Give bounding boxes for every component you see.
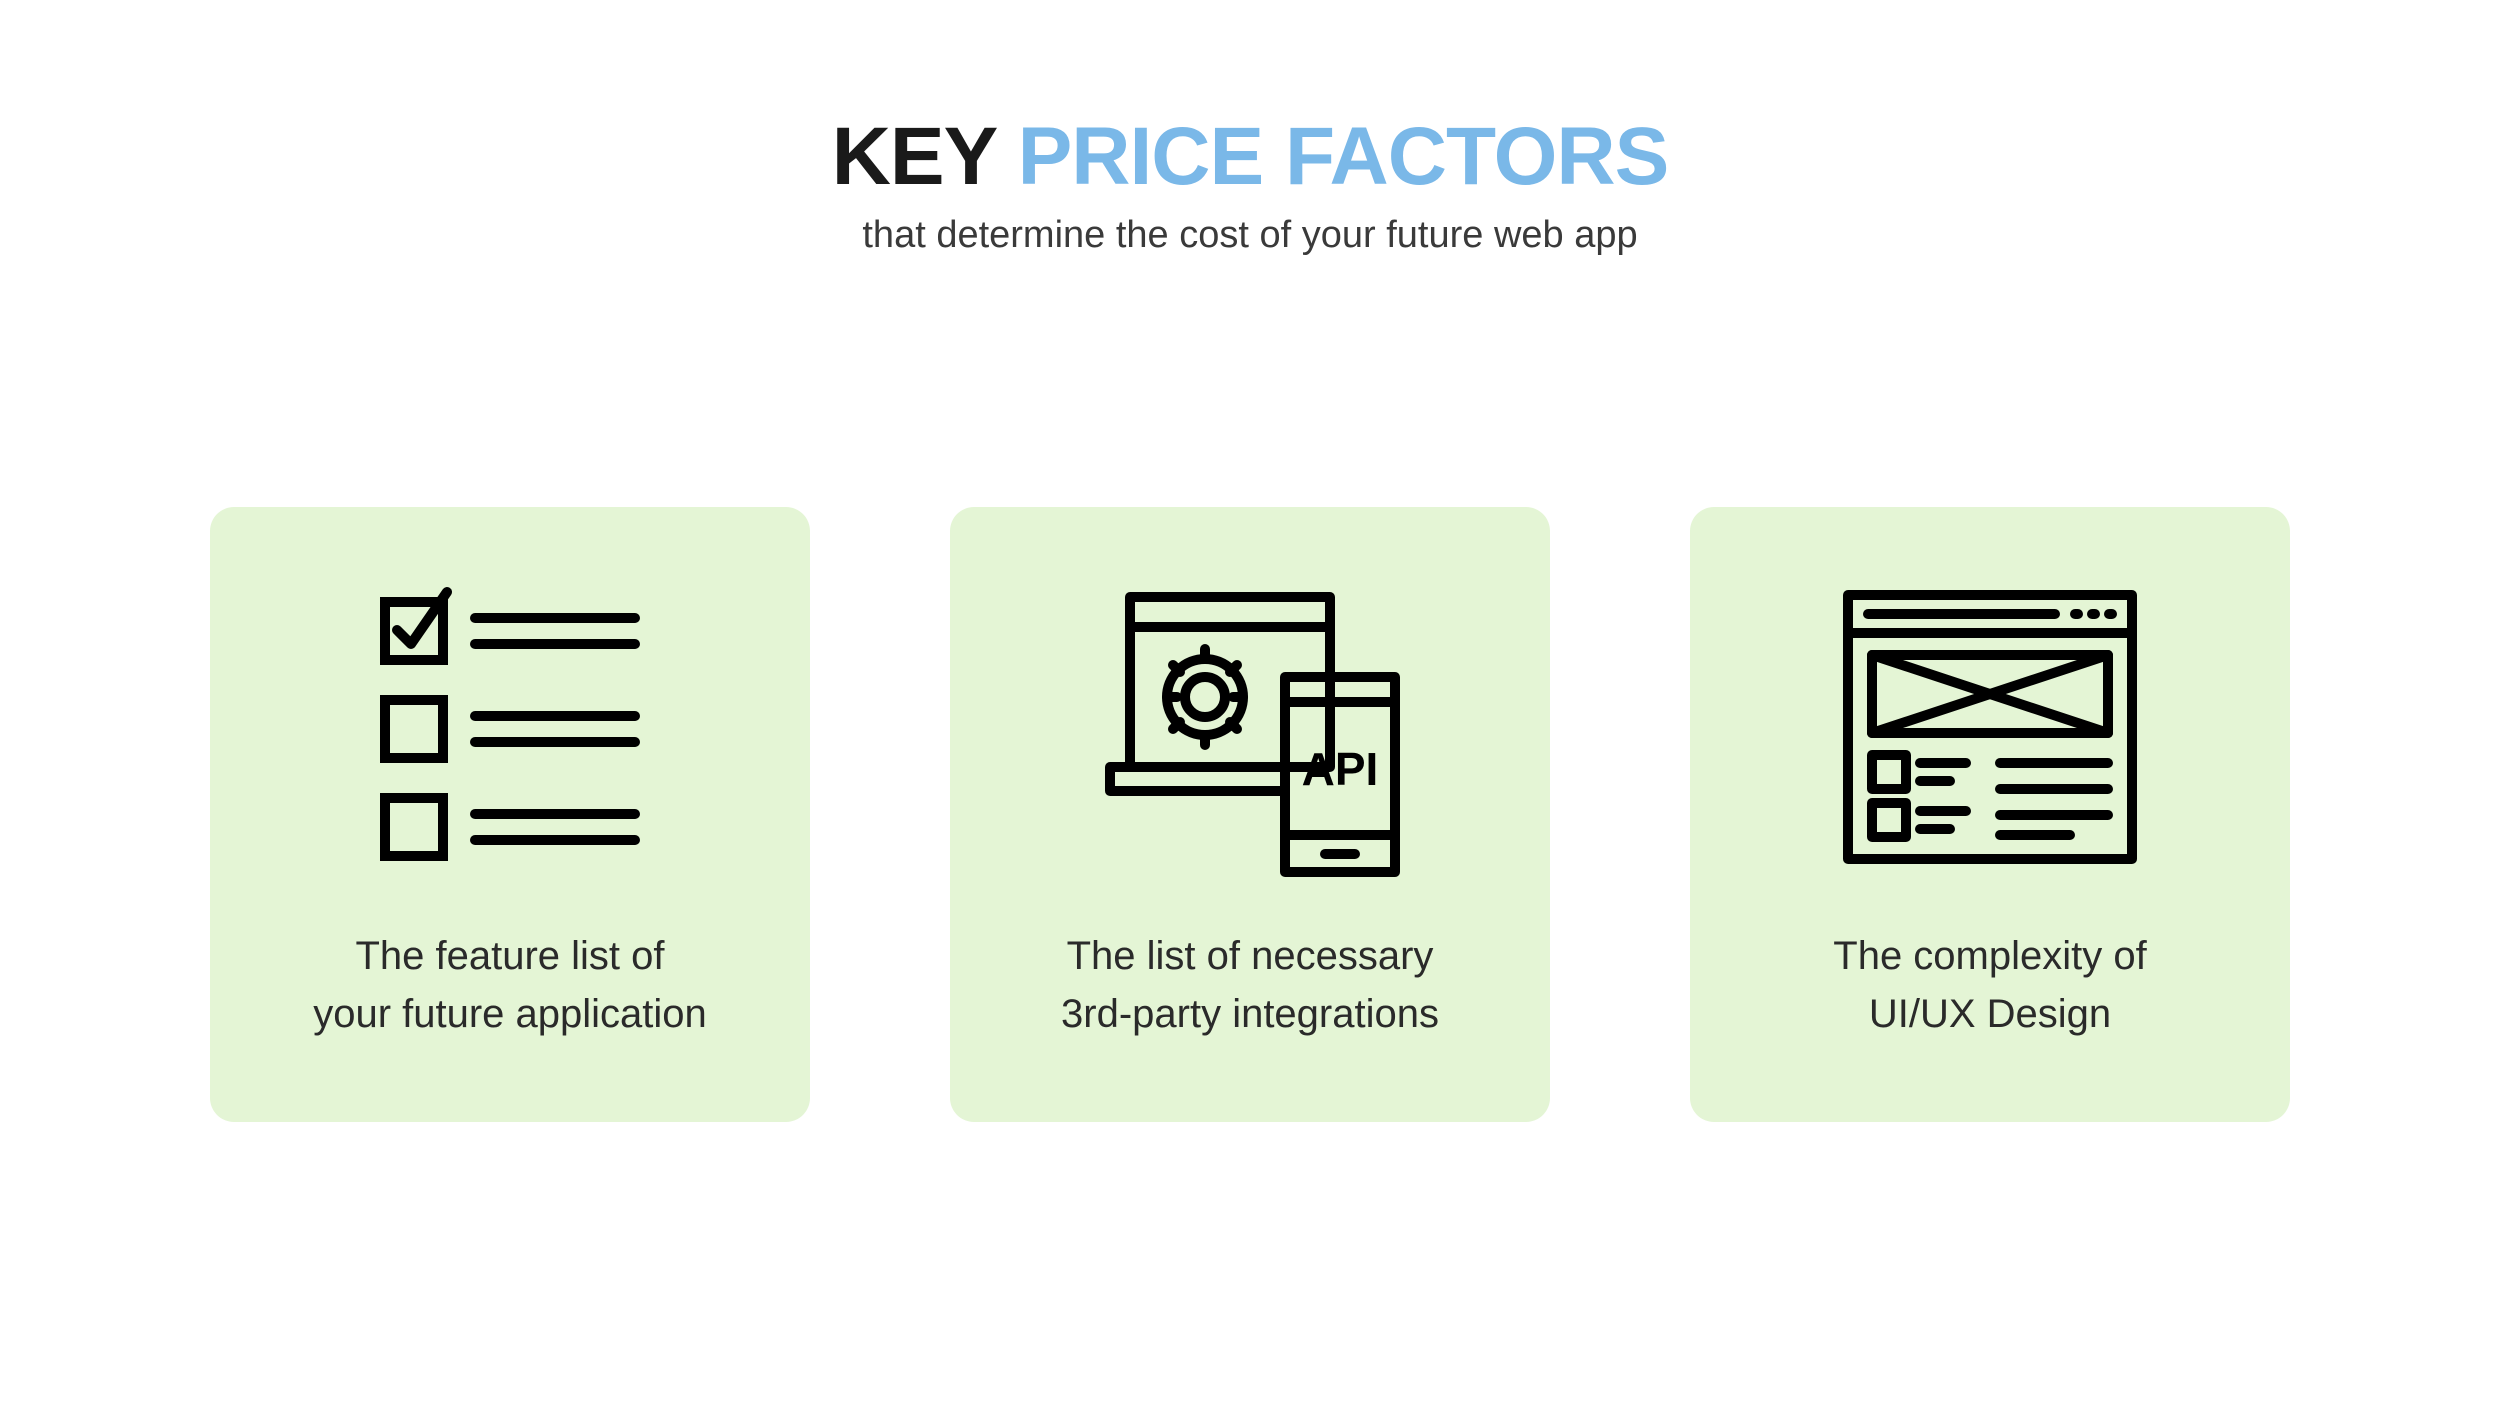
api-icon: API [1090,567,1410,887]
card-line1: The complexity of [1833,934,2146,978]
card-line1: The list of necessary [1067,934,1434,978]
card-uiux: The complexity of UI/UX Design [1690,507,2290,1122]
card-label: The complexity of UI/UX Design [1833,927,2146,1043]
checklist-icon [350,567,670,887]
card-line2: 3rd-party integrations [1061,992,1439,1036]
card-line2: UI/UX Design [1869,992,2111,1036]
card-feature-list: The feature list of your future applicat… [210,507,810,1122]
card-line2: your future application [313,992,707,1036]
cards-row: The feature list of your future applicat… [210,507,2290,1122]
title-part-dark: KEY [832,111,1018,202]
page-title: KEY PRICE FACTORS [832,110,1669,204]
page-subtitle: that determine the cost of your future w… [832,214,1669,257]
card-label: The list of necessary 3rd-party integrat… [1061,927,1439,1043]
header: KEY PRICE FACTORS that determine the cos… [832,110,1669,257]
card-label: The feature list of your future applicat… [313,927,707,1043]
wireframe-icon [1830,567,2150,887]
title-part-blue: PRICE FACTORS [1018,111,1669,202]
card-integrations: API The list of necessary 3rd-party inte… [950,507,1550,1122]
card-line1: The feature list of [355,934,664,978]
svg-text:API: API [1302,743,1379,795]
